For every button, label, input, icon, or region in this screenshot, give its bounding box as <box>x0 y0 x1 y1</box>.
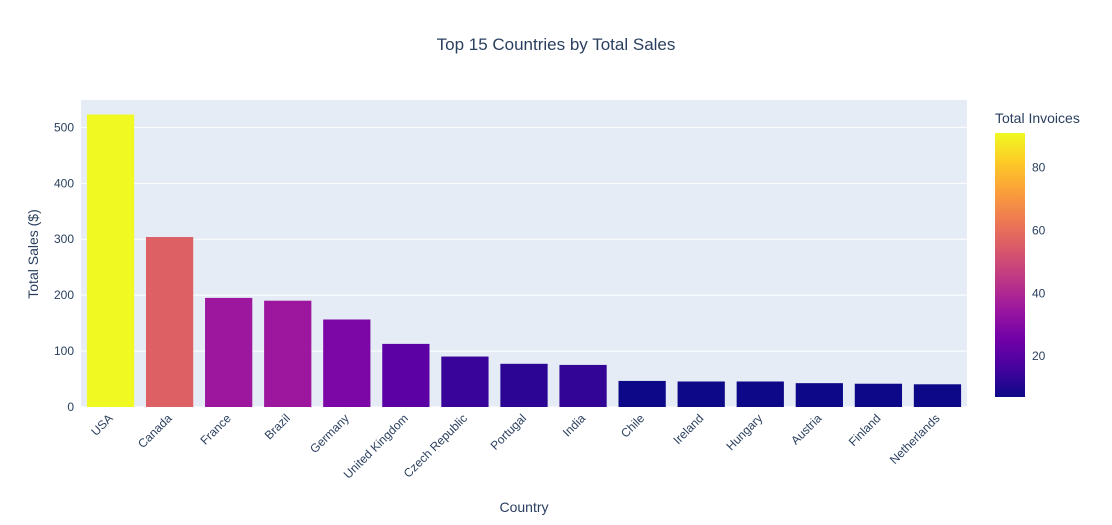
colorbar <box>995 133 1025 397</box>
bar-germany <box>323 319 371 407</box>
x-tick-label: Brazil <box>262 411 293 442</box>
x-tick-label: France <box>197 411 234 448</box>
x-tick-label: Austria <box>788 411 825 448</box>
x-tick-label: Finland <box>846 411 884 449</box>
x-tick-label: Hungary <box>723 411 765 453</box>
x-tick-label: Canada <box>135 411 175 451</box>
colorbar-tick-label: 60 <box>1032 223 1046 237</box>
bar-netherlands <box>913 384 962 407</box>
x-tick-label: USA <box>88 411 115 438</box>
bar-portugal <box>500 363 548 407</box>
bars <box>86 114 962 407</box>
bar-czech-republic <box>441 356 489 407</box>
bar-united-kingdom <box>382 343 430 407</box>
bar-hungary <box>736 381 784 407</box>
bar-brazil <box>264 300 312 407</box>
colorbar-tick-labels: 20 40 60 80 <box>1032 161 1046 364</box>
y-tick-label: 400 <box>54 176 74 190</box>
bar-usa <box>86 114 135 407</box>
bar-france <box>205 297 253 407</box>
bar-finland <box>854 383 903 407</box>
y-tick-label: 100 <box>54 344 74 358</box>
chart-title: Top 15 Countries by Total Sales <box>437 35 676 54</box>
x-tick-label: Ireland <box>670 411 706 447</box>
y-tick-label: 0 <box>67 400 74 414</box>
y-tick-labels: 0 100 200 300 400 500 <box>54 120 74 414</box>
x-tick-label: Czech Republic <box>401 411 470 480</box>
bar-chile <box>618 380 666 407</box>
x-tick-label: Portugal <box>488 411 530 453</box>
colorbar-tick-label: 80 <box>1032 161 1046 175</box>
x-tick-label: Germany <box>307 411 352 456</box>
x-axis-label: Country <box>499 499 548 515</box>
y-tick-label: 200 <box>54 288 74 302</box>
bar-austria <box>795 383 843 407</box>
y-tick-label: 500 <box>54 120 74 134</box>
x-tick-label: Chile <box>618 411 647 440</box>
colorbar-tick-label: 20 <box>1032 349 1046 363</box>
colorbar-title: Total Invoices <box>995 110 1080 126</box>
x-tick-label: India <box>560 411 589 440</box>
x-tick-label: Netherlands <box>887 411 943 467</box>
y-axis-label: Total Sales ($) <box>25 209 41 298</box>
colorbar-tick-label: 40 <box>1032 286 1046 300</box>
bar-canada <box>145 237 194 407</box>
bar-ireland <box>677 381 725 407</box>
bar-india <box>559 364 607 407</box>
y-tick-label: 300 <box>54 232 74 246</box>
